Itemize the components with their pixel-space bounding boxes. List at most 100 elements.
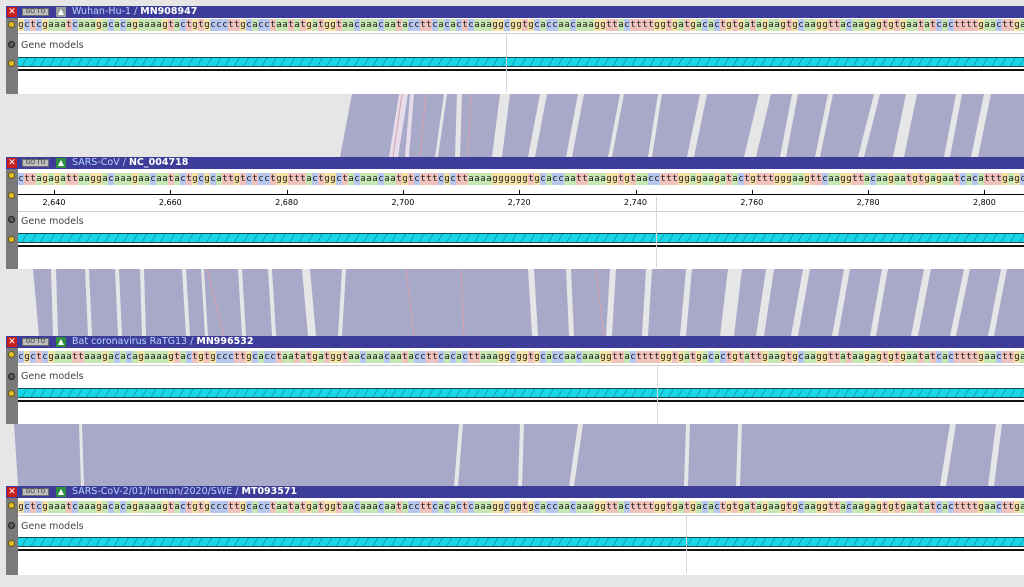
settings-dot-icon[interactable]: [8, 216, 15, 223]
track-titlebar[interactable]: ✕ GO TO ▲ SARS-CoV-2/01/human/2020/SWE /…: [6, 486, 1024, 498]
close-track-button[interactable]: ✕: [7, 487, 17, 497]
close-track-button[interactable]: ✕: [7, 337, 17, 347]
goto-button[interactable]: GO TO: [22, 8, 49, 16]
nucleotide: g: [324, 19, 330, 31]
nucleotide: a: [366, 19, 372, 31]
gene-model-bar[interactable]: [18, 233, 1024, 243]
nucleotide: a: [948, 173, 954, 185]
gene-model-bar[interactable]: [18, 388, 1024, 398]
collapse-dot-icon[interactable]: [8, 192, 15, 199]
nucleotide: a: [144, 351, 150, 363]
nucleotide: t: [24, 173, 30, 185]
collapse-dot-icon[interactable]: [8, 60, 15, 67]
nucleotide: a: [966, 173, 972, 185]
goto-button[interactable]: GO TO: [22, 338, 49, 346]
nucleotide: t: [300, 173, 306, 185]
nucleotide: a: [294, 19, 300, 31]
nucleotide: g: [678, 351, 684, 363]
settings-dot-icon[interactable]: [8, 373, 15, 380]
nucleotide: g: [864, 351, 870, 363]
collapse-dot-icon[interactable]: [8, 236, 15, 243]
track-title: SARS-CoV / NC_004718: [72, 157, 189, 168]
nucleotide: t: [432, 173, 438, 185]
nucleotide: g: [192, 19, 198, 31]
nucleotide: g: [780, 501, 786, 513]
nucleotide: a: [756, 19, 762, 31]
gene-model-bar[interactable]: [18, 537, 1024, 547]
nucleotide: t: [654, 351, 660, 363]
nucleotide: a: [84, 19, 90, 31]
nucleotide: a: [774, 501, 780, 513]
nucleotide: g: [606, 351, 612, 363]
nucleotide: g: [804, 173, 810, 185]
sequence-row: cgctcgaaattaaagacacagaaaagtactgtgcccttgc…: [18, 351, 1024, 363]
nucleotide: c: [264, 173, 270, 185]
nucleotide: c: [222, 501, 228, 513]
nucleotide: t: [882, 19, 888, 31]
nucleotide: g: [684, 173, 690, 185]
nucleotide: g: [726, 501, 732, 513]
nucleotide: g: [876, 351, 882, 363]
nucleotide: t: [738, 351, 744, 363]
collapse-dot-icon[interactable]: [8, 21, 15, 28]
nucleotide: c: [252, 351, 258, 363]
nucleotide: t: [324, 351, 330, 363]
nucleotide: g: [138, 351, 144, 363]
nucleotide: t: [720, 501, 726, 513]
nucleotide: c: [444, 19, 450, 31]
settings-dot-icon[interactable]: [8, 522, 15, 529]
nucleotide: a: [282, 351, 288, 363]
ruler-label: 2,660: [158, 198, 182, 207]
nucleotide: c: [432, 501, 438, 513]
nucleotide: a: [732, 173, 738, 185]
nucleotide: a: [618, 501, 624, 513]
nucleotide: c: [108, 173, 114, 185]
nucleotide: t: [408, 173, 414, 185]
nucleotide: g: [96, 501, 102, 513]
divider: [18, 515, 1024, 516]
goto-button[interactable]: GO TO: [22, 488, 49, 496]
nucleotide: t: [894, 501, 900, 513]
nucleotide: a: [474, 19, 480, 31]
collapse-dot-icon[interactable]: [8, 172, 15, 179]
nucleotide: a: [54, 351, 60, 363]
nucleotide: a: [144, 501, 150, 513]
ruler-label: 2,680: [275, 198, 299, 207]
nucleotide: c: [570, 501, 576, 513]
nucleotide: t: [72, 173, 78, 185]
nucleotide: t: [306, 351, 312, 363]
nucleotide: g: [978, 501, 984, 513]
move-up-button[interactable]: ▲: [56, 487, 66, 497]
collapse-dot-icon[interactable]: [8, 351, 15, 358]
close-track-button[interactable]: ✕: [7, 7, 17, 17]
nucleotide: a: [132, 351, 138, 363]
collapse-dot-icon[interactable]: [8, 390, 15, 397]
collapse-dot-icon[interactable]: [8, 502, 15, 509]
move-up-button[interactable]: ▲: [56, 158, 66, 168]
ruler-label: 2,760: [740, 198, 764, 207]
nucleotide: a: [156, 19, 162, 31]
nucleotide: g: [816, 501, 822, 513]
nucleotide: a: [396, 351, 402, 363]
nucleotide: a: [438, 19, 444, 31]
nucleotide: g: [666, 351, 672, 363]
track-titlebar[interactable]: ✕ GO TO ▲ Bat coronavirus RaTG13 / MN996…: [6, 336, 1024, 348]
close-track-button[interactable]: ✕: [7, 158, 17, 168]
gene-model-bar[interactable]: [18, 57, 1024, 67]
track-titlebar[interactable]: ✕ GO TO ▲ Wuhan-Hu-1 / MN908947: [6, 6, 1024, 18]
goto-button[interactable]: GO TO: [22, 159, 49, 167]
nucleotide: g: [504, 173, 510, 185]
nucleotide: a: [438, 501, 444, 513]
nucleotide: c: [420, 351, 426, 363]
ruler-label: 2,740: [624, 198, 647, 207]
nucleotide: a: [144, 173, 150, 185]
nucleotide: a: [870, 501, 876, 513]
collapse-dot-icon[interactable]: [8, 540, 15, 547]
ruler-tick: [170, 190, 172, 194]
nucleotide: t: [288, 173, 294, 185]
nucleotide: c: [24, 501, 30, 513]
move-up-button[interactable]: ▲: [56, 337, 66, 347]
settings-dot-icon[interactable]: [8, 41, 15, 48]
track-titlebar[interactable]: ✕ GO TO ▲ SARS-CoV / NC_004718: [6, 157, 1024, 169]
move-up-button[interactable]: ▲: [56, 7, 66, 17]
